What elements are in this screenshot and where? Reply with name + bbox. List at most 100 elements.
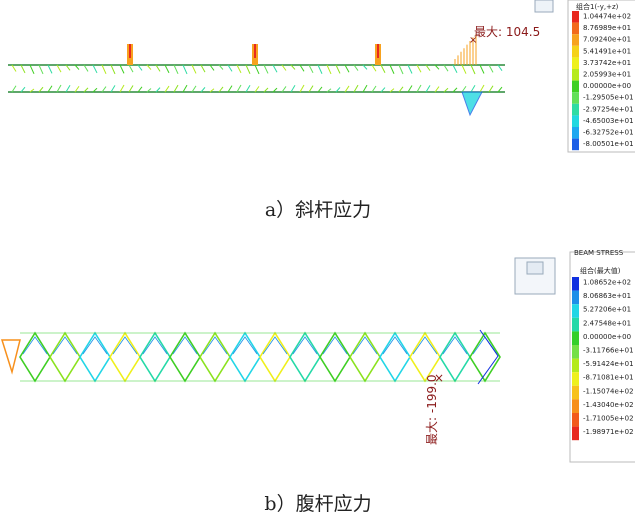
legend-label: 5.27206e+01 [583, 306, 631, 314]
stress-diagram [129, 65, 133, 72]
legend-label: 1.08652e+02 [583, 279, 631, 287]
truss-member [110, 333, 140, 381]
truss-member [260, 333, 290, 381]
truss-member [320, 333, 350, 381]
caption: b）腹杆应力 [264, 493, 371, 515]
legend-label: -8.71081e+01 [583, 374, 634, 382]
stress-diagram [462, 65, 466, 74]
stress-diagram [417, 85, 421, 92]
stress-diagram [408, 65, 412, 73]
stress-diagram [219, 87, 223, 92]
stress-diagram [192, 65, 196, 73]
stress-diagram [273, 65, 277, 72]
legend-label: 8.06863e+01 [583, 292, 631, 300]
stress-diagram [156, 65, 160, 71]
truss-member [230, 333, 260, 381]
stress-diagram [291, 85, 295, 92]
legend-label: 2.05993e+01 [583, 71, 631, 79]
stress-diagram [237, 85, 241, 92]
stress-diagram [300, 65, 304, 71]
legend-swatch [572, 46, 579, 58]
legend-label: -6.32752e+01 [583, 129, 634, 137]
stress-diagram [462, 86, 466, 92]
stress-diagram [228, 65, 232, 71]
truss-member [140, 333, 170, 381]
stress-diagram [354, 65, 358, 71]
stress-diagram [480, 65, 484, 74]
truss-member [380, 333, 410, 381]
legend-swatch [572, 127, 579, 139]
stress-diagram [102, 87, 106, 92]
stress-diagram [228, 86, 232, 92]
stress-diagram [282, 86, 286, 92]
legend-swatch [572, 139, 579, 151]
legend-label: -1.43040e+02 [583, 401, 634, 409]
stress-diagram [435, 87, 439, 92]
stress-diagram [489, 86, 493, 92]
stress-diagram [120, 65, 124, 73]
stress-diagram [39, 65, 43, 74]
legend-label: 3.73742e+01 [583, 59, 631, 67]
stress-diagram [102, 65, 106, 74]
legend-swatch [572, 69, 579, 81]
figure: × × 组合1(-y,+z) BEAM STRESS 组合(最大值) 最大: 1… [0, 0, 635, 520]
legend-label: -2.97254e+01 [583, 105, 634, 113]
legend-swatch [572, 11, 579, 23]
stress-diagram [183, 65, 187, 74]
legend-swatch [572, 34, 579, 46]
legend-label: -1.29505e+01 [583, 94, 634, 102]
legend-label: 0.00000e+00 [583, 82, 631, 90]
legend-swatch [572, 92, 579, 104]
truss-member [440, 333, 470, 381]
stress-diagram [471, 65, 475, 74]
stress-diagram [399, 65, 403, 74]
stress-diagram [12, 65, 16, 71]
stress-diagram [66, 85, 70, 92]
legend-label: -4.65003e+01 [583, 117, 634, 125]
legend-label: 0.00000e+00 [583, 333, 631, 341]
stress-diagram [390, 65, 394, 74]
stress-diagram [138, 87, 142, 92]
legend-swatch [572, 57, 579, 69]
legend-swatch [572, 427, 579, 441]
stress-diagram [282, 65, 286, 71]
stress-diagram [201, 65, 205, 72]
stress-diagram [21, 65, 25, 73]
stress-diagram [210, 65, 214, 70]
stress-diagram [363, 85, 367, 92]
truss-member [170, 333, 200, 381]
truss-member [2, 340, 20, 372]
legend-label: 8.76989e+01 [583, 24, 631, 32]
stress-diagram [48, 65, 52, 73]
stress-diagram [453, 65, 457, 73]
truss-member [80, 333, 110, 381]
stress-diagram [399, 87, 403, 92]
legend-label: -8.00501e+01 [583, 140, 634, 148]
stress-diagram [354, 85, 358, 92]
legend-label: -1.98971e+02 [583, 428, 634, 436]
legend-title: 组合1(-y,+z) [576, 2, 619, 11]
stress-diagram [345, 86, 349, 92]
legend-swatch [572, 386, 579, 400]
stress-diagram [129, 86, 133, 92]
stress-diagram [471, 85, 475, 92]
stress-diagram [444, 65, 448, 71]
stress-peak [377, 44, 379, 58]
stress-diagram [93, 65, 97, 73]
truss-member [290, 333, 320, 381]
stress-diagram [237, 65, 241, 73]
stress-diagram [66, 65, 70, 70]
stress-diagram [246, 85, 250, 92]
stress-diagram [498, 65, 502, 71]
stress-diagram [174, 65, 178, 74]
stress-diagram [408, 86, 412, 92]
stress-diagram [426, 85, 430, 92]
stress-diagram [111, 65, 115, 74]
legend-swatch [572, 372, 579, 386]
legend-swatch [572, 277, 579, 291]
legend-label: -1.71005e+02 [583, 415, 634, 423]
stress-diagram [57, 85, 61, 92]
caption: a）斜杆应力 [265, 199, 371, 221]
stress-diagram [309, 86, 313, 92]
legend-title: 组合(最大值) [580, 266, 621, 275]
